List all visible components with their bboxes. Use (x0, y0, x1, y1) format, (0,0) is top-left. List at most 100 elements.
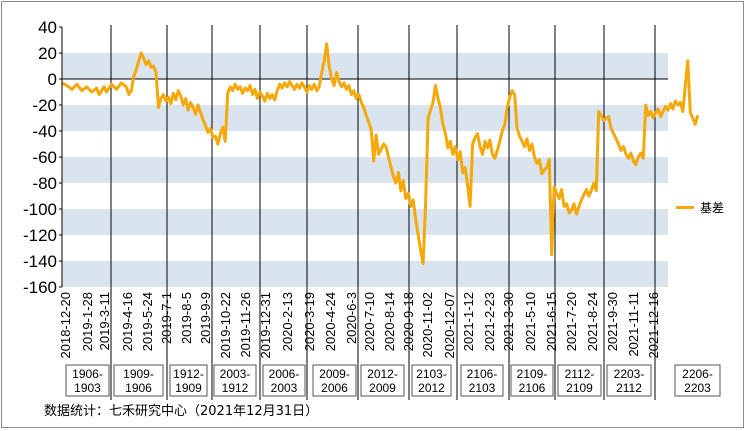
grid-band (62, 53, 668, 79)
contract-period-box: 2103-2012 (411, 364, 452, 397)
series-line-basis (61, 42, 700, 266)
contract-period-label: 1909- (123, 367, 154, 381)
contract-period-box: 1906-1903 (65, 364, 110, 397)
contract-period-label: 2003 (271, 381, 298, 395)
x-tick-label: 2020-6-3 (344, 292, 359, 344)
contract-period-frame (510, 364, 554, 397)
contract-period-label: 2203 (684, 381, 711, 395)
contract-period-label: 2203- (614, 367, 645, 381)
contract-period-label: 2109 (566, 381, 593, 395)
grid-band (62, 261, 668, 287)
contract-period-label: 2009- (319, 367, 350, 381)
contract-period-frame (312, 364, 357, 397)
x-axis-ticks: 2018-12-20 2019-1-28 2019-3-11 2019-4-16 201… (58, 292, 661, 359)
legend-swatch (676, 206, 694, 209)
contract-period-box: 2112-2109 (557, 364, 602, 397)
x-tick-label: 2021-12-16 (646, 292, 661, 359)
y-tick-label: -80 (32, 174, 57, 193)
contract-period-label: 2206- (682, 367, 713, 381)
y-tick-label: -60 (32, 148, 57, 167)
x-tick-label: 2020-8-14 (382, 292, 397, 351)
series-group (61, 42, 700, 266)
x-tick-label: 2021-1-12 (461, 292, 476, 351)
contract-period-label: 2103- (416, 367, 447, 381)
contract-period-frame (460, 364, 504, 397)
x-tick-label: 2020-7-10 (362, 292, 377, 351)
contract-period-box: 2009-2006 (312, 364, 357, 397)
contract-period-frame (262, 364, 306, 397)
contract-dividers (110, 25, 656, 400)
y-tick-label: -140 (23, 252, 57, 271)
x-tick-label: 2021-8-24 (585, 292, 600, 351)
contract-period-frame (65, 364, 110, 397)
x-tick-label: 2021-3-30 (501, 292, 516, 351)
x-tick-label: 2019-3-11 (97, 292, 112, 350)
y-tick-label: -20 (32, 96, 57, 115)
grid-band (62, 157, 668, 183)
contract-period-label: 2003- (220, 367, 251, 381)
x-tick-label: 2020-3-19 (302, 292, 317, 351)
x-tick-label: 2019-10-22 (218, 292, 233, 359)
x-tick-label: 2021-5-10 (523, 292, 538, 351)
contract-period-label: 1903 (74, 381, 101, 395)
legend: 基差 (676, 199, 724, 216)
x-tick-label: 2019-11-26 (238, 292, 253, 358)
x-tick-label: 2021-7-20 (564, 292, 579, 351)
x-tick-label: 2019-12-31 (258, 292, 273, 359)
contract-period-label: 1912 (222, 381, 249, 395)
contract-period-label: 2006- (269, 367, 300, 381)
contract-period-labels: 1906-19031909-19061912-19092003-19122006… (65, 364, 721, 397)
contract-period-box: 2109-2106 (510, 364, 554, 397)
y-tick-label: -120 (23, 226, 57, 245)
contract-period-box: 2203-2112 (606, 364, 652, 397)
x-tick-label: 2019-9-9 (198, 292, 213, 344)
x-tick-label: 2019-1-28 (80, 292, 95, 351)
contract-period-box: 2012-2009 (360, 364, 405, 397)
contract-period-box: 1912-1909 (169, 364, 208, 397)
x-tick-label: 2021-11-11 (626, 292, 641, 357)
y-tick-label: -160 (23, 278, 57, 297)
x-tick-label: 2021-2-23 (482, 292, 497, 351)
contract-period-label: 2103 (469, 381, 496, 395)
contract-period-frame (557, 364, 602, 397)
y-tick-label: 0 (48, 70, 57, 89)
contract-period-box: 1909-1906 (113, 364, 164, 397)
x-tick-label: 2020-12-07 (442, 292, 457, 359)
contract-period-label: 2006 (321, 381, 348, 395)
x-tick-label: 2019-4-16 (120, 292, 135, 351)
x-tick-label: 2018-12-20 (58, 292, 73, 359)
y-tick-label: -100 (23, 200, 57, 219)
source-note: 数据统计：七禾研究中心（2021年12月31日） (44, 404, 319, 419)
x-tick-label: 2020-2-13 (280, 292, 295, 351)
contract-period-frame (360, 364, 405, 397)
contract-period-frame (213, 364, 257, 397)
x-tick-label: 2019-5-24 (140, 292, 155, 351)
contract-period-frame (113, 364, 164, 397)
x-tick-label: 2020-11-02 (420, 292, 435, 358)
x-tick-label: 2021-9-30 (605, 292, 620, 351)
x-tick-label: 2019-8-5 (179, 292, 194, 344)
y-axis-ticks: 40 20 0 -20 -40 -60 -80 -100 -120 -140 -160 (23, 18, 63, 297)
grid-bands (62, 53, 668, 287)
contract-period-frame (606, 364, 652, 397)
y-tick-label: 40 (38, 18, 57, 37)
contract-period-frame (674, 364, 721, 397)
contract-period-frame (169, 364, 208, 397)
contract-period-label: 2112- (565, 367, 595, 381)
x-tick-label: 2019-7-1 (159, 292, 174, 344)
contract-period-label: 1906 (125, 381, 152, 395)
x-tick-label: 2020-9-18 (401, 292, 416, 351)
contract-period-label: 2009 (369, 381, 396, 395)
legend-label: 基差 (700, 201, 725, 215)
contract-period-label: 1906- (72, 367, 103, 381)
y-tick-label: 20 (38, 44, 57, 63)
contract-period-box: 2006-2003 (262, 364, 306, 397)
contract-period-box: 2003-1912 (213, 364, 257, 397)
contract-period-label: 1909 (175, 381, 202, 395)
grid-band (62, 209, 668, 235)
contract-period-frame (411, 364, 452, 397)
contract-period-label: 1912- (173, 367, 204, 381)
x-tick-label: 2020-4-24 (323, 292, 338, 351)
contract-period-box: 2106-2103 (460, 364, 504, 397)
